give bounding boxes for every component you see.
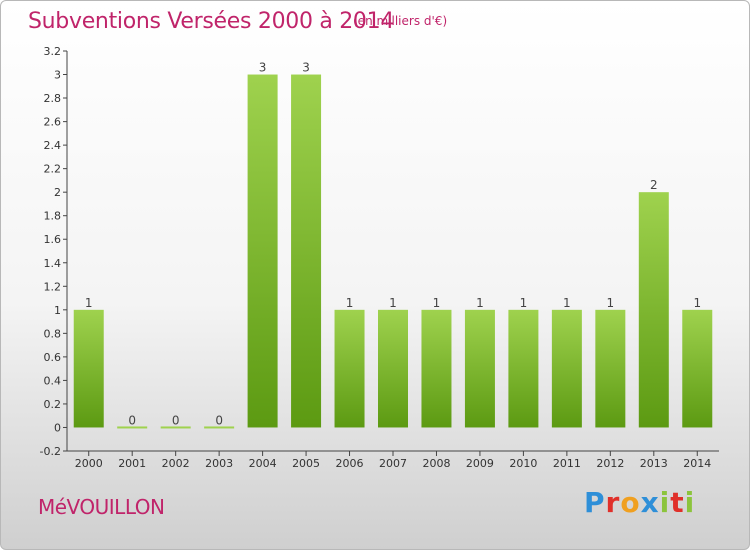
bars: [73, 74, 713, 429]
data-label: 1: [346, 296, 354, 310]
logo-letter: i: [659, 486, 671, 519]
y-tick-label: 2: [54, 186, 61, 199]
x-tick-label: 2004: [249, 457, 277, 470]
data-label: 1: [607, 296, 615, 310]
logo-letter: x: [640, 486, 660, 519]
bar: [73, 309, 104, 428]
data-label: 1: [389, 296, 397, 310]
y-tick-label: 1: [54, 304, 61, 317]
logo-letter: o: [620, 486, 641, 519]
bar: [204, 426, 235, 429]
data-label: 1: [433, 296, 441, 310]
logo-letter: t: [670, 486, 685, 519]
x-tick-label: 2012: [596, 457, 624, 470]
bar: [334, 309, 365, 428]
x-tick-label: 2000: [75, 457, 103, 470]
logo-letter: r: [605, 486, 621, 519]
bar: [682, 309, 713, 428]
data-label: 0: [128, 413, 136, 427]
y-tick-label: 1.8: [44, 210, 62, 223]
bar: [378, 309, 408, 428]
x-tick-label: 2006: [336, 457, 364, 470]
y-tick-label: 1.6: [44, 233, 62, 246]
y-tick-label: 0.4: [44, 374, 62, 387]
x-tick-label: 2003: [205, 457, 233, 470]
x-tick-label: 2001: [118, 457, 146, 470]
x-tick-label: 2002: [162, 457, 190, 470]
y-tick-label: 2.2: [44, 163, 62, 176]
data-label: 0: [172, 413, 180, 427]
y-tick-label: 3: [54, 69, 61, 82]
bar: [508, 309, 539, 428]
y-tick-label: 0.8: [44, 327, 62, 340]
chart-title: Subventions Versées 2000 à 2014: [28, 9, 395, 34]
data-label: 1: [85, 296, 93, 310]
y-tick-label: 2.4: [44, 139, 62, 152]
x-tick-label: 2009: [466, 457, 494, 470]
data-label: 1: [520, 296, 528, 310]
logo-letter: i: [684, 486, 696, 519]
logo-letter: P: [584, 486, 606, 519]
bar: [595, 309, 626, 428]
y-tick-label: 1.2: [44, 280, 62, 293]
data-labels: 1 0 0 0 3 3 1 1 1 1 1 1 1 2 1: [85, 61, 701, 428]
bar: [421, 309, 452, 428]
proxiti-logo[interactable]: Proxiti: [584, 486, 695, 519]
bar: [551, 309, 582, 428]
y-tick-label: 3.2: [44, 45, 62, 58]
data-label: 1: [563, 296, 571, 310]
x-tick-label: 2005: [292, 457, 320, 470]
bar: [464, 309, 495, 428]
y-tick-label: 0.2: [44, 398, 62, 411]
data-label: 1: [693, 296, 701, 310]
x-tick-label: 2014: [683, 457, 711, 470]
y-tick-label: 2.8: [44, 92, 62, 105]
bar: [117, 426, 148, 429]
data-label: 0: [215, 413, 223, 427]
data-label: 3: [302, 61, 310, 75]
bar: [638, 192, 669, 428]
bar: [160, 426, 191, 429]
x-tick-label: 2007: [379, 457, 407, 470]
x-tick-label: 2013: [640, 457, 668, 470]
y-tick-label: 1.4: [44, 257, 62, 270]
unit-label: (en milliers d'€): [353, 14, 448, 28]
x-tick-label: 2011: [553, 457, 581, 470]
x-tick-label: 2010: [509, 457, 537, 470]
bar: [291, 74, 322, 428]
data-label: 2: [650, 178, 658, 192]
data-label: 1: [476, 296, 484, 310]
commune-name: MéVOUILLON: [38, 495, 165, 519]
y-tick-label: 0.6: [44, 351, 62, 364]
axes: -0.2 0 0.2 0.4 0.6 0.8 1 1.2 1.4 1.6 1.8 2 2.2 2.4 2.6…: [40, 45, 719, 470]
bar: [247, 74, 278, 428]
x-tick-label: 2008: [422, 457, 450, 470]
y-tick-label: 0: [54, 421, 61, 434]
y-tick-label: -0.2: [40, 445, 61, 458]
data-label: 3: [259, 61, 267, 75]
y-tick-label: 2.6: [44, 116, 62, 129]
